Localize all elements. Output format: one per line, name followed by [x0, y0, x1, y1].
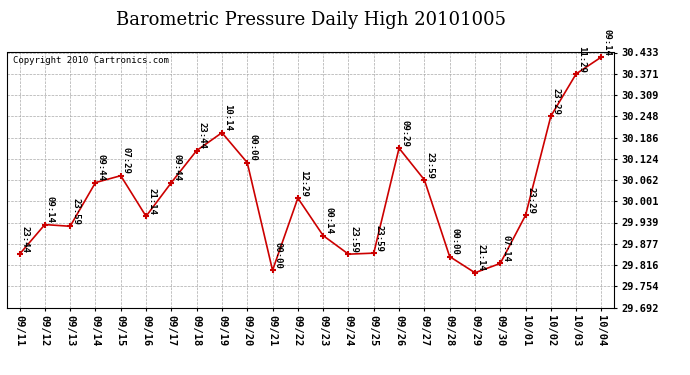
- Text: 23:44: 23:44: [198, 122, 207, 149]
- Text: 07:14: 07:14: [502, 235, 511, 262]
- Text: 23:59: 23:59: [426, 152, 435, 178]
- Text: 00:00: 00:00: [248, 134, 257, 161]
- Text: 09:14: 09:14: [602, 29, 611, 56]
- Text: 23:59: 23:59: [350, 226, 359, 253]
- Text: 12:29: 12:29: [299, 170, 308, 196]
- Text: 21:14: 21:14: [476, 244, 485, 272]
- Text: 23:29: 23:29: [526, 187, 535, 214]
- Text: 09:44: 09:44: [97, 154, 106, 181]
- Text: 09:14: 09:14: [46, 196, 55, 223]
- Text: 00:00: 00:00: [274, 242, 283, 269]
- Text: 21:14: 21:14: [147, 188, 156, 215]
- Text: 23:44: 23:44: [21, 226, 30, 253]
- Text: 11:29: 11:29: [578, 46, 586, 72]
- Text: 09:29: 09:29: [400, 120, 409, 147]
- Text: 23:59: 23:59: [71, 198, 80, 225]
- Text: 23:29: 23:29: [552, 88, 561, 115]
- Text: 00:14: 00:14: [324, 207, 333, 234]
- Text: 09:44: 09:44: [172, 154, 181, 181]
- Text: 23:59: 23:59: [375, 225, 384, 252]
- Text: 10:14: 10:14: [223, 104, 232, 131]
- Text: Copyright 2010 Cartronics.com: Copyright 2010 Cartronics.com: [13, 56, 169, 65]
- Text: 07:29: 07:29: [122, 147, 131, 174]
- Text: Barometric Pressure Daily High 20101005: Barometric Pressure Daily High 20101005: [115, 11, 506, 29]
- Text: 00:00: 00:00: [451, 228, 460, 255]
